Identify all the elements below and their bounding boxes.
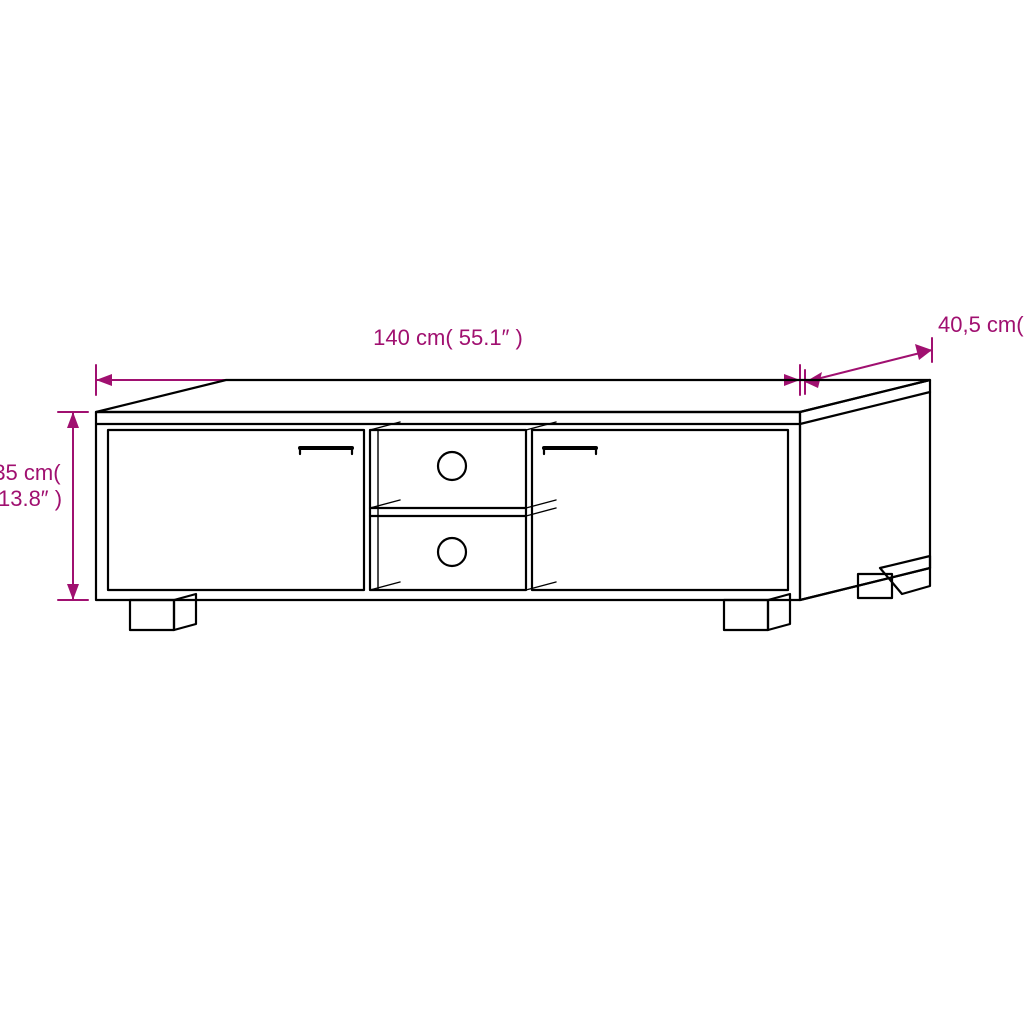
dimension-width: 140 cm( 55.1″ ) [96,325,800,395]
cabinet [96,380,930,630]
dimension-width-label: 140 cm( 55.1″ ) [373,325,523,350]
cable-hole-bottom [438,538,466,566]
dimension-height-label: 35 cm( 13.8″ ) [0,460,67,511]
centre-open-section [370,422,556,590]
cable-hole-top [438,452,466,480]
right-door [532,430,788,590]
dimension-annotations: 140 cm( 55.1″ ) 40,5 cm( 15.9″ ) 35 cm( … [0,312,1024,600]
feet [130,556,930,630]
left-door [108,430,364,590]
front-face [96,412,800,600]
dimension-depth-label: 40,5 cm( 15.9″ ) [938,312,1024,337]
right-side [800,380,930,600]
dimension-height: 35 cm( 13.8″ ) [0,412,88,600]
furniture-dimension-diagram: 140 cm( 55.1″ ) 40,5 cm( 15.9″ ) 35 cm( … [0,0,1024,1024]
dimension-depth: 40,5 cm( 15.9″ ) [805,312,1024,394]
